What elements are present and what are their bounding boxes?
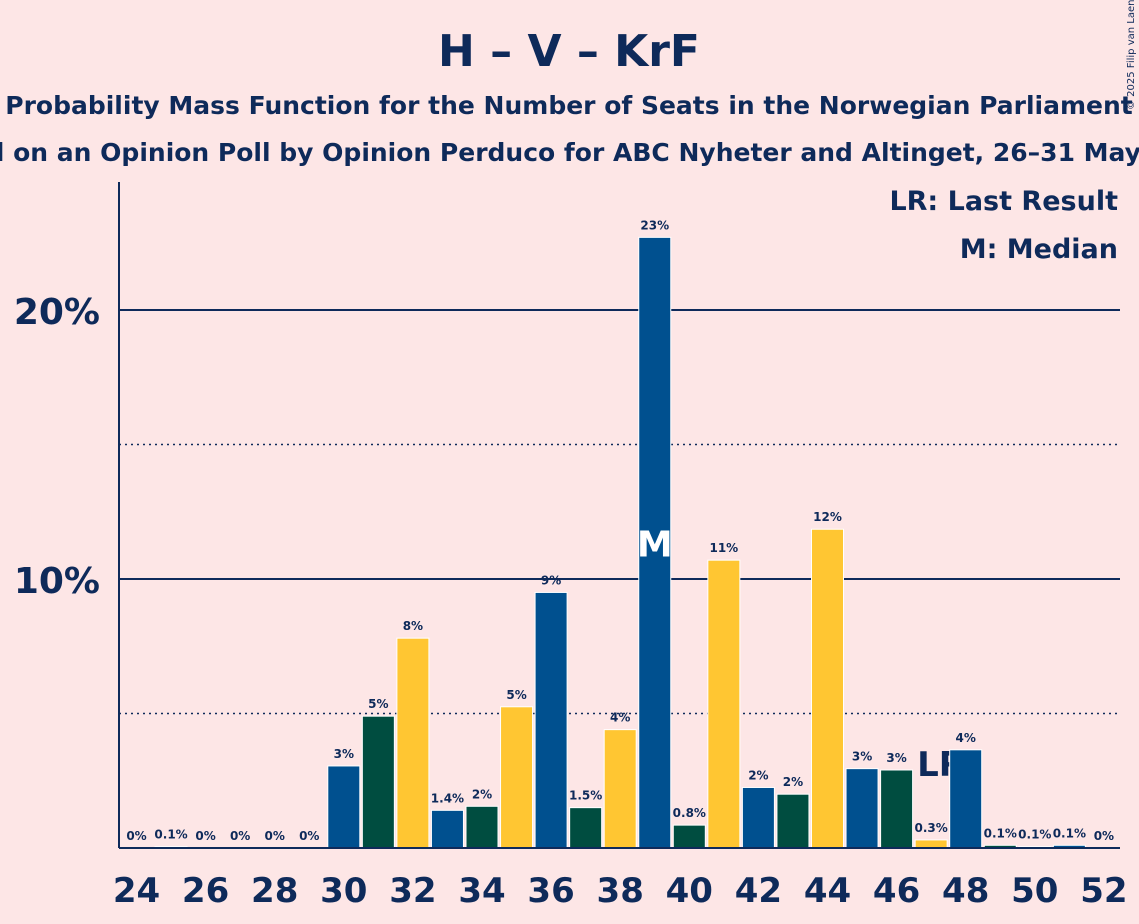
- data-label: 2%: [748, 768, 768, 782]
- x-tick-label: 38: [597, 871, 644, 911]
- x-tick-label: 50: [1011, 871, 1058, 911]
- bar: [465, 805, 499, 849]
- data-label: 0%: [299, 829, 319, 843]
- data-label: 9%: [541, 573, 561, 587]
- data-label: 0.3%: [915, 821, 948, 835]
- data-label: 3%: [852, 750, 872, 764]
- data-label: 0%: [195, 829, 215, 843]
- data-label: 0%: [265, 829, 285, 843]
- x-tick-label: 44: [804, 871, 851, 911]
- data-label: 23%: [640, 218, 669, 232]
- data-label: 3%: [334, 747, 354, 761]
- x-tick-label: 32: [389, 871, 436, 911]
- x-tick-label: 26: [182, 871, 229, 911]
- bars-layer: 0% 0.1% 0% 0% 0% 0% 3% 5% 8% 1.4% 2% 5% 9% 1.5% 4% M 23%…: [126, 218, 1114, 849]
- x-tick-label: 52: [1080, 871, 1127, 911]
- x-tick-label: 28: [251, 871, 298, 911]
- bar: [327, 765, 361, 849]
- x-tick-label: 46: [873, 871, 920, 911]
- data-label: 0%: [1094, 829, 1114, 843]
- y-tick-label: 20%: [14, 292, 100, 333]
- data-label: 0.1%: [1053, 826, 1086, 840]
- x-tick-label: 36: [527, 871, 574, 911]
- x-tick-label: 30: [320, 871, 367, 911]
- x-tick-label: 34: [458, 871, 505, 911]
- data-label: 5%: [368, 697, 388, 711]
- bar: [811, 528, 844, 849]
- data-label: 4%: [956, 731, 976, 745]
- bar: [361, 715, 395, 849]
- data-label: 1.5%: [569, 789, 602, 803]
- bar: [880, 769, 914, 849]
- data-label: 12%: [813, 510, 842, 524]
- bar: [707, 559, 741, 849]
- grid-layer: [119, 309, 1120, 715]
- bar: [845, 768, 879, 849]
- y-tick-label: 10%: [14, 561, 100, 602]
- data-label: 0%: [230, 829, 250, 843]
- bar: [534, 591, 568, 849]
- data-label: 0%: [126, 829, 146, 843]
- x-tick-label: 48: [942, 871, 989, 911]
- legend-last-result: LR: Last Result: [889, 186, 1118, 217]
- data-label: 2%: [472, 787, 492, 801]
- data-label: 4%: [610, 711, 630, 725]
- bar: [741, 786, 775, 849]
- data-label: 2%: [783, 775, 803, 789]
- legend-median: M: Median: [960, 234, 1118, 265]
- data-label: 8%: [403, 619, 423, 633]
- bar: [396, 637, 430, 849]
- bar: [949, 749, 983, 849]
- x-tick-label: 40: [666, 871, 713, 911]
- bar: [914, 839, 948, 849]
- data-label: 0.8%: [673, 806, 706, 820]
- data-label: 0.1%: [1018, 828, 1051, 842]
- data-label: 11%: [709, 541, 738, 555]
- copyright-text: © 2025 Filip van Laenen: [1126, 0, 1137, 110]
- chart-title: H – V – KrF: [438, 26, 700, 77]
- chart-subtitle-2: Based on an Opinion Poll by Opinion Perd…: [0, 138, 1139, 167]
- bar: [430, 809, 464, 849]
- data-label: 1.4%: [431, 791, 464, 805]
- x-tick-label: 42: [735, 871, 782, 911]
- data-label: 5%: [506, 688, 526, 702]
- bar: [569, 807, 603, 849]
- data-label: 0.1%: [154, 828, 187, 842]
- bar: [500, 706, 534, 849]
- bar: [638, 236, 672, 849]
- chart-subtitle: Probability Mass Function for the Number…: [5, 91, 1133, 120]
- data-label: 0.1%: [984, 826, 1017, 840]
- bar: [672, 824, 706, 849]
- data-label: 3%: [886, 751, 906, 765]
- bar: [776, 793, 810, 849]
- median-marker: M: [637, 525, 673, 566]
- bar: [603, 729, 637, 849]
- x-tick-label: 24: [113, 871, 160, 911]
- axis-layer: 10% 20% 24 26 28 30 32 34 36 38 40 42 44 46 48 50 52: [14, 182, 1128, 911]
